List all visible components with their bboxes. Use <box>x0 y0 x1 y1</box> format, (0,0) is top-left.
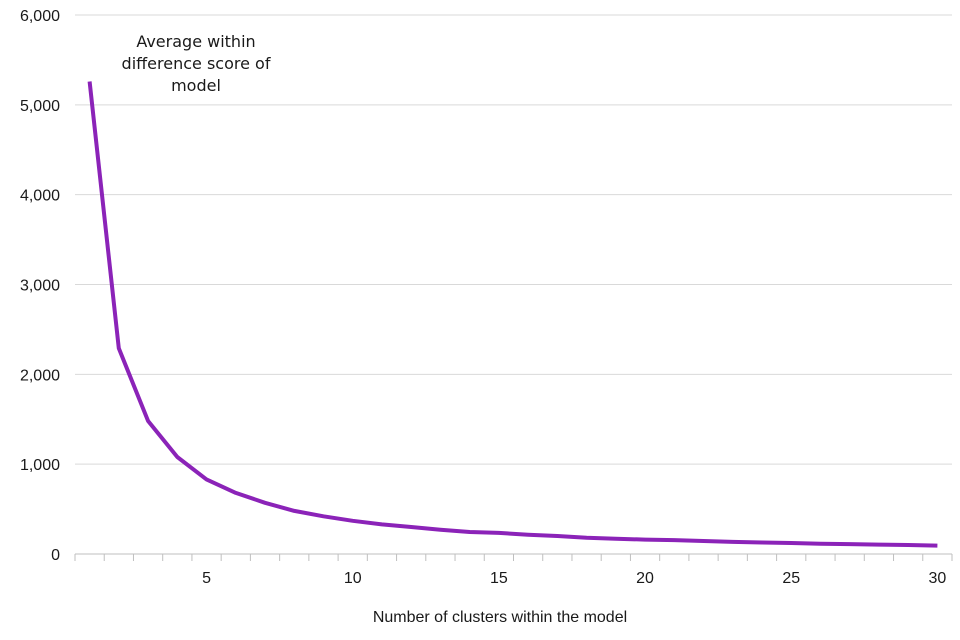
x-tick-label: 30 <box>928 570 946 587</box>
y-tick-labels: 0 1,000 2,000 3,000 4,000 5,000 6,000 <box>20 8 60 564</box>
y-tick-label: 1,000 <box>20 457 60 474</box>
annotation-line-2: difference score of <box>122 54 271 73</box>
x-tick-label: 25 <box>782 570 800 587</box>
series-line <box>87 81 938 548</box>
grid-lines <box>75 14 952 465</box>
x-tick-label: 10 <box>344 570 362 587</box>
y-tick-label: 0 <box>51 547 60 564</box>
x-tick-label: 15 <box>490 570 508 587</box>
x-axis <box>74 553 953 561</box>
y-tick-label: 2,000 <box>20 367 60 384</box>
annotation-line-3: model <box>171 76 221 95</box>
x-tick-label: 20 <box>636 570 654 587</box>
series-layer <box>87 81 938 548</box>
x-axis-label: Number of clusters within the model <box>373 609 627 626</box>
y-tick-label: 6,000 <box>20 8 60 25</box>
annotation-line-1: Average within <box>136 32 255 51</box>
y-tick-label: 5,000 <box>20 98 60 115</box>
x-tick-label: 5 <box>202 570 211 587</box>
y-tick-label: 3,000 <box>20 278 60 295</box>
y-tick-label: 4,000 <box>20 188 60 205</box>
x-tick-labels: 5 10 15 20 25 30 <box>202 570 946 587</box>
